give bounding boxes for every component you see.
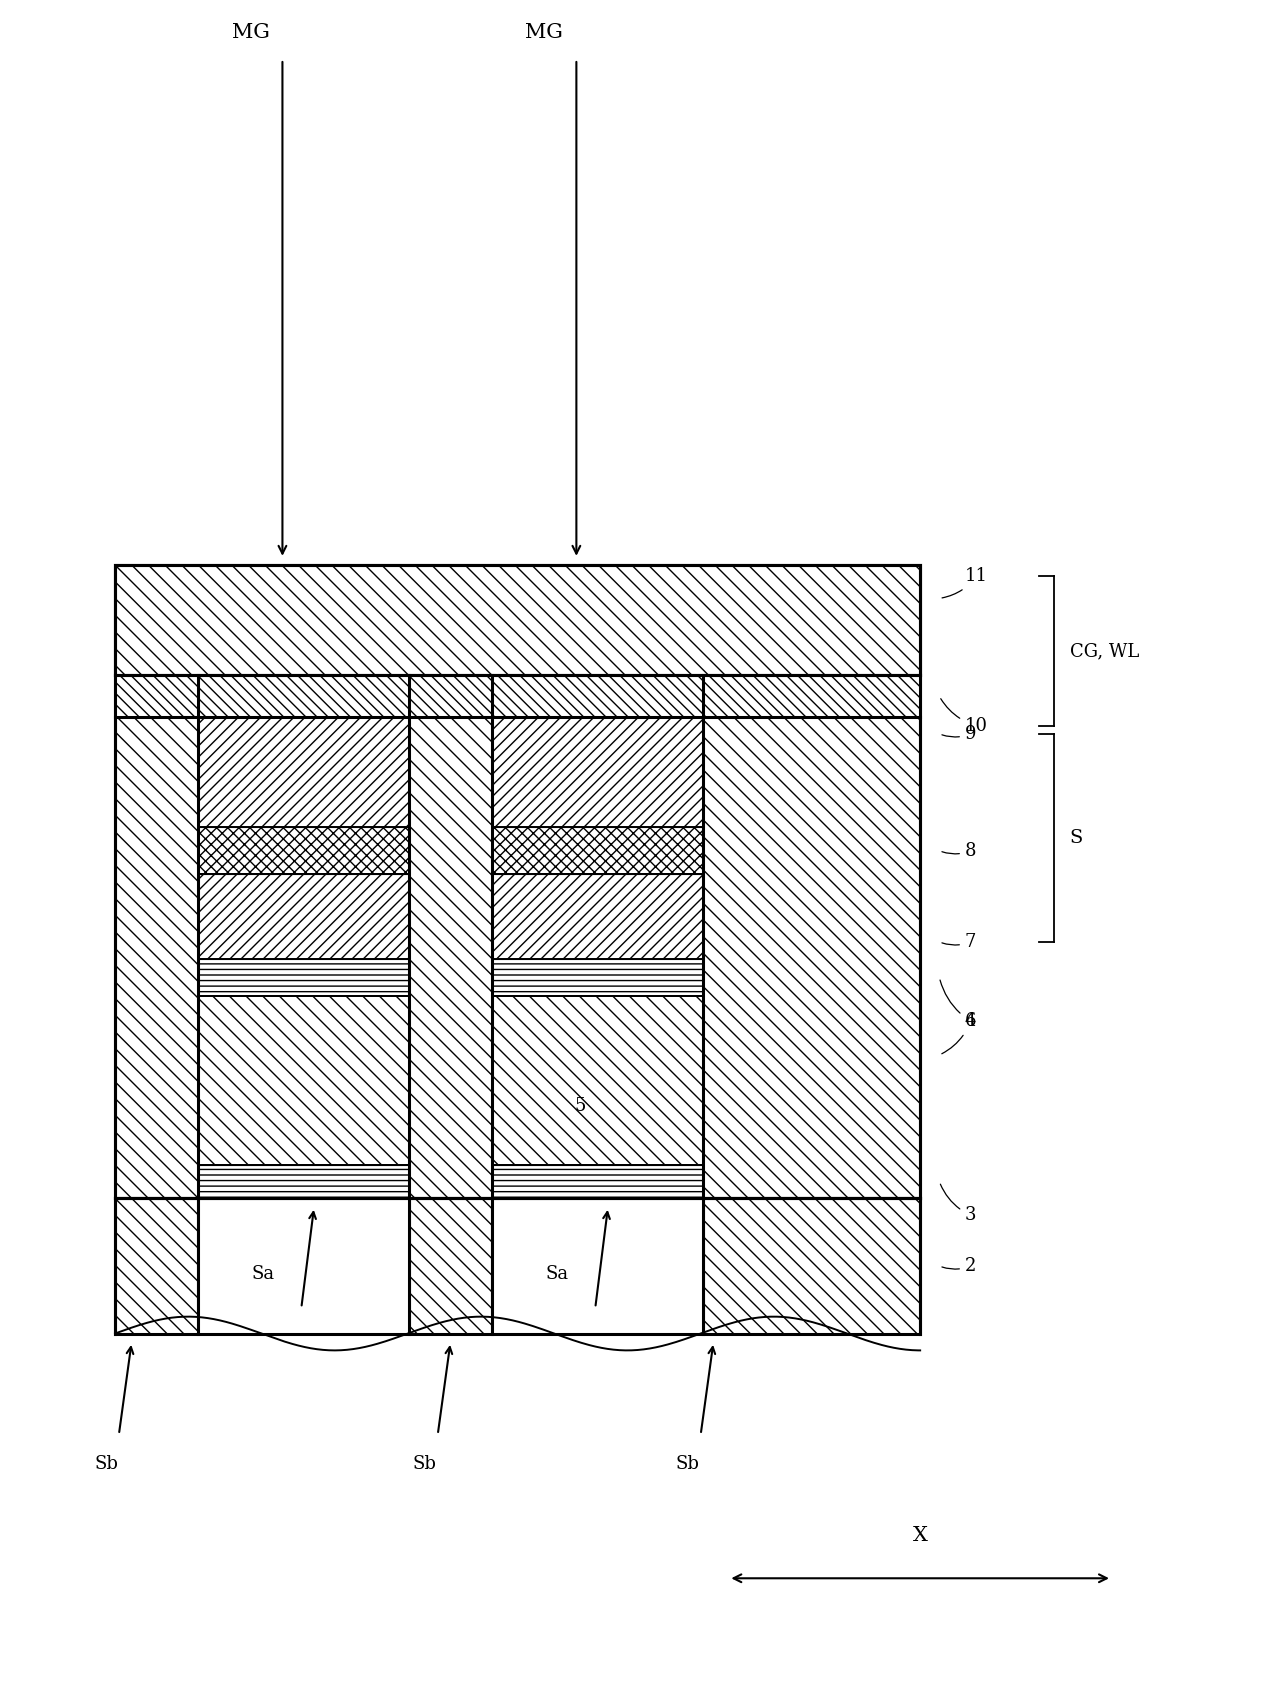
Text: 2: 2 — [942, 1258, 976, 1274]
Bar — [492, 717, 703, 1198]
Text: Sb: Sb — [95, 1455, 118, 1474]
Bar — [198, 996, 409, 1165]
Text: MG: MG — [525, 24, 564, 42]
Bar — [198, 1165, 409, 1198]
Bar — [492, 717, 703, 827]
Text: MG: MG — [231, 24, 270, 42]
Text: 4: 4 — [942, 1013, 976, 1053]
Bar — [492, 996, 703, 1165]
Bar — [115, 565, 920, 1198]
Text: 11: 11 — [942, 567, 988, 598]
Text: 10: 10 — [941, 699, 988, 734]
Bar — [198, 959, 409, 996]
Bar — [115, 565, 920, 1198]
Text: Sb: Sb — [676, 1455, 700, 1474]
Text: 8: 8 — [942, 842, 976, 859]
Bar — [492, 959, 703, 996]
Bar — [198, 827, 409, 874]
Text: Sa: Sa — [546, 1266, 569, 1283]
Bar — [492, 1165, 703, 1198]
Text: 9: 9 — [942, 724, 976, 743]
Bar — [492, 827, 703, 874]
Text: CG, WL: CG, WL — [1070, 641, 1139, 660]
Bar — [115, 675, 920, 717]
Bar — [198, 1198, 409, 1334]
Bar — [198, 717, 409, 1198]
Bar — [115, 565, 920, 675]
Bar — [492, 874, 703, 959]
Text: 5: 5 — [575, 1097, 587, 1114]
Text: S: S — [1070, 829, 1082, 847]
Text: 3: 3 — [941, 1185, 976, 1224]
Text: 7: 7 — [942, 933, 976, 950]
Bar — [703, 1198, 920, 1334]
Text: 6: 6 — [941, 981, 976, 1030]
Bar — [115, 1198, 198, 1334]
Bar — [198, 717, 409, 827]
Bar — [492, 1198, 703, 1334]
Bar — [198, 874, 409, 959]
Text: X: X — [912, 1526, 928, 1545]
Text: Sb: Sb — [413, 1455, 437, 1474]
Bar — [409, 1198, 492, 1334]
Text: Sa: Sa — [252, 1266, 275, 1283]
